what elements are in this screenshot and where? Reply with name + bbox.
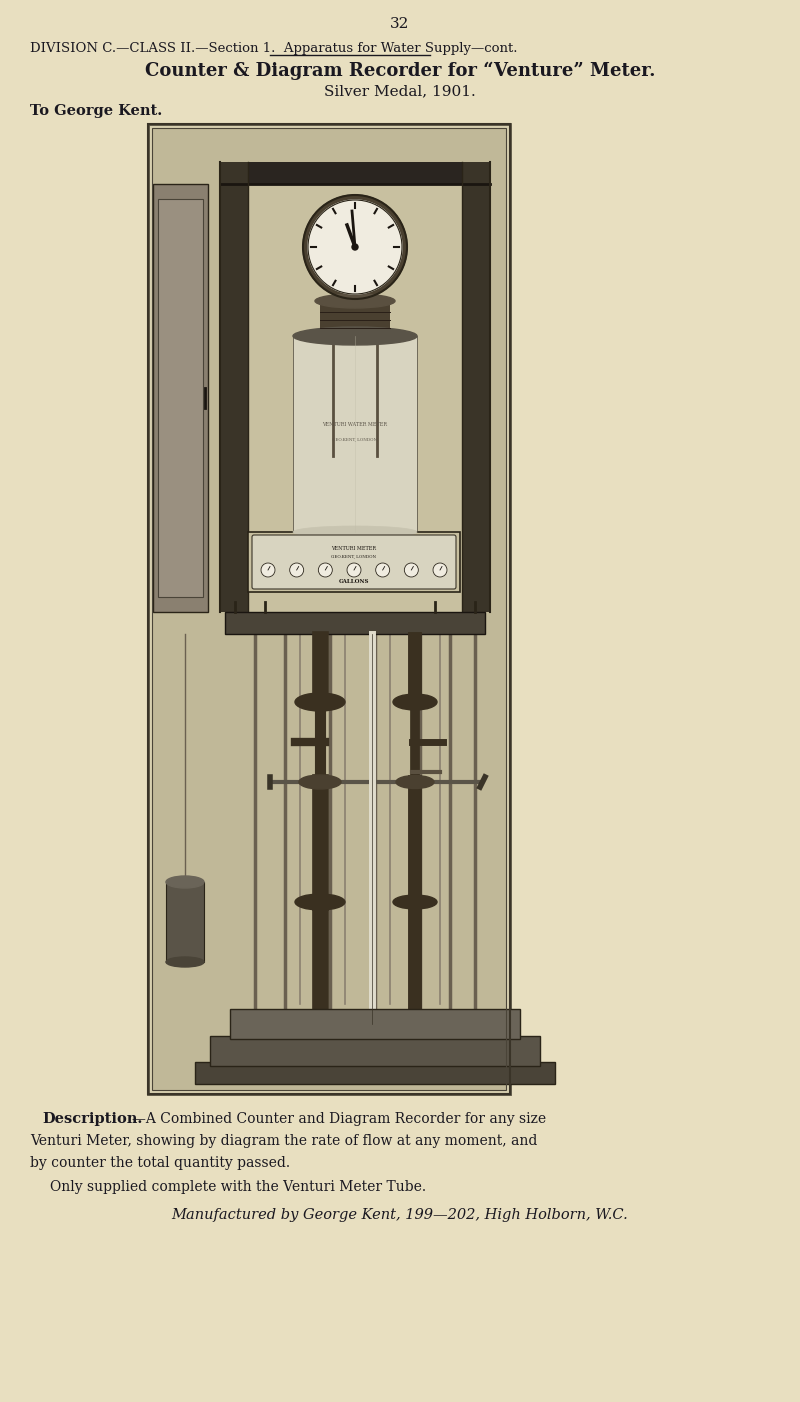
Text: Silver Medal, 1901.: Silver Medal, 1901.	[324, 84, 476, 98]
Text: —A Combined Counter and Diagram Recorder for any size: —A Combined Counter and Diagram Recorder…	[132, 1112, 546, 1126]
Ellipse shape	[298, 1015, 342, 1029]
Circle shape	[352, 244, 358, 250]
Bar	[320, 301, 390, 336]
Text: Manufactured by George Kent, 199—202, High Holborn, W.C.: Manufactured by George Kent, 199—202, Hi…	[172, 1209, 628, 1223]
Bar	[220, 163, 490, 184]
Bar	[210, 1036, 540, 1066]
Text: VENTURI METER: VENTURI METER	[331, 545, 377, 551]
Ellipse shape	[166, 958, 204, 967]
Bar	[152, 128, 506, 1089]
Circle shape	[303, 195, 407, 299]
Circle shape	[433, 564, 447, 578]
Text: GEO.KENT, LONDON: GEO.KENT, LONDON	[333, 437, 378, 442]
Text: GEO.KENT, LONDON: GEO.KENT, LONDON	[331, 554, 377, 558]
Circle shape	[347, 564, 361, 578]
Text: Only supplied complete with the Venturi Meter Tube.: Only supplied complete with the Venturi …	[50, 1180, 426, 1195]
Text: VENTURI WATER METER: VENTURI WATER METER	[322, 422, 387, 426]
Text: DIVISION C.—CLASS II.—Section 1.  Apparatus for Water Supply—cont.: DIVISION C.—CLASS II.—Section 1. Apparat…	[30, 42, 518, 55]
Text: 32: 32	[390, 17, 410, 31]
Text: by counter the total quantity passed.: by counter the total quantity passed.	[30, 1157, 290, 1171]
Ellipse shape	[293, 526, 417, 538]
Bar	[152, 128, 506, 1089]
Bar	[293, 336, 417, 531]
Circle shape	[308, 200, 402, 294]
Bar	[225, 613, 485, 634]
Circle shape	[261, 564, 275, 578]
Bar	[158, 199, 203, 597]
Ellipse shape	[299, 775, 341, 789]
Ellipse shape	[393, 894, 437, 908]
Bar	[230, 1009, 520, 1039]
Bar	[148, 123, 510, 1094]
Text: Counter & Diagram Recorder for “Venture” Meter.: Counter & Diagram Recorder for “Venture”…	[145, 62, 655, 80]
Bar	[462, 163, 490, 613]
Ellipse shape	[295, 894, 345, 910]
Ellipse shape	[315, 294, 395, 308]
Bar	[153, 184, 208, 613]
FancyBboxPatch shape	[252, 536, 456, 589]
Ellipse shape	[395, 1015, 435, 1029]
Text: GALLONS: GALLONS	[338, 579, 370, 585]
Circle shape	[290, 564, 304, 578]
Bar	[148, 123, 510, 1094]
Text: Description.: Description.	[42, 1112, 142, 1126]
Bar	[220, 163, 248, 613]
Ellipse shape	[396, 775, 434, 788]
Circle shape	[404, 564, 418, 578]
Text: To George Kent.: To George Kent.	[30, 104, 162, 118]
Ellipse shape	[393, 694, 437, 709]
Ellipse shape	[293, 327, 417, 345]
Text: Venturi Meter, showing by diagram the rate of flow at any moment, and: Venturi Meter, showing by diagram the ra…	[30, 1134, 538, 1148]
Bar	[195, 1061, 555, 1084]
Ellipse shape	[166, 876, 204, 887]
Bar	[248, 184, 462, 613]
Ellipse shape	[295, 693, 345, 711]
Circle shape	[376, 564, 390, 578]
Bar	[166, 882, 204, 962]
Bar	[248, 531, 460, 592]
Circle shape	[318, 564, 332, 578]
